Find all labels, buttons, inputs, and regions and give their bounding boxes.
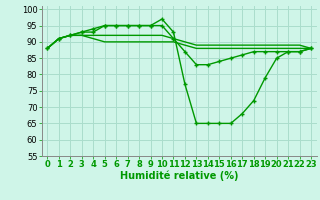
X-axis label: Humidité relative (%): Humidité relative (%) — [120, 171, 238, 181]
